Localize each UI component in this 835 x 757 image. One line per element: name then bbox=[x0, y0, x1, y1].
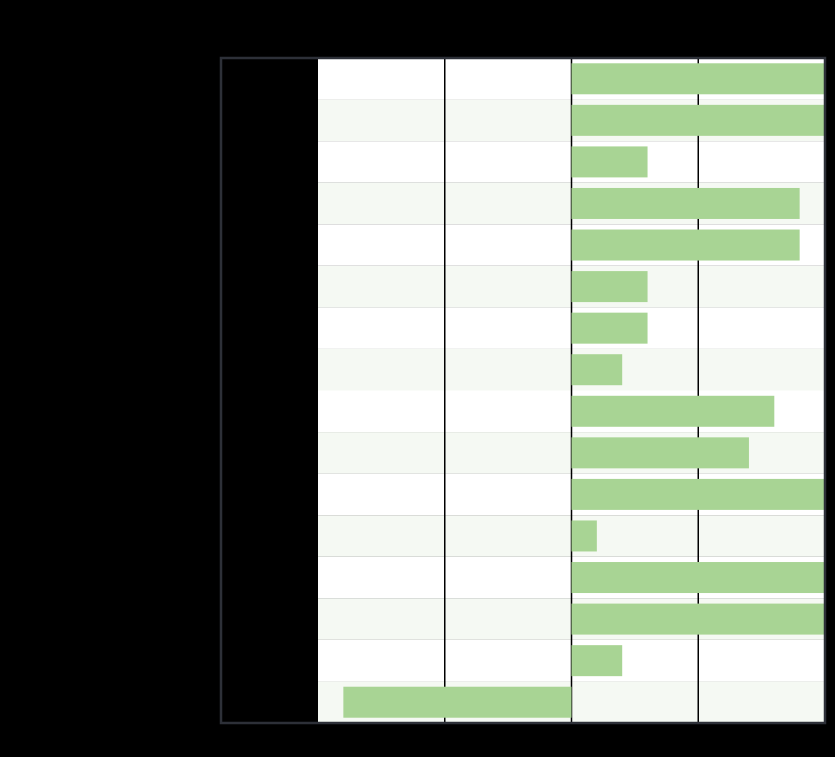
bar bbox=[571, 520, 597, 552]
plot-frame bbox=[219, 56, 827, 725]
bar bbox=[571, 562, 825, 594]
bar bbox=[571, 395, 775, 427]
bar bbox=[571, 645, 623, 677]
bar bbox=[571, 271, 648, 303]
bar bbox=[571, 437, 749, 469]
bar bbox=[571, 146, 648, 178]
bar bbox=[571, 478, 825, 510]
bar bbox=[571, 104, 825, 136]
bar bbox=[571, 63, 825, 95]
bar bbox=[571, 312, 648, 344]
bar bbox=[571, 229, 800, 261]
bars bbox=[343, 63, 825, 718]
bar bbox=[571, 603, 825, 635]
bar bbox=[571, 354, 623, 386]
bar bbox=[343, 686, 572, 718]
bar bbox=[571, 187, 800, 219]
